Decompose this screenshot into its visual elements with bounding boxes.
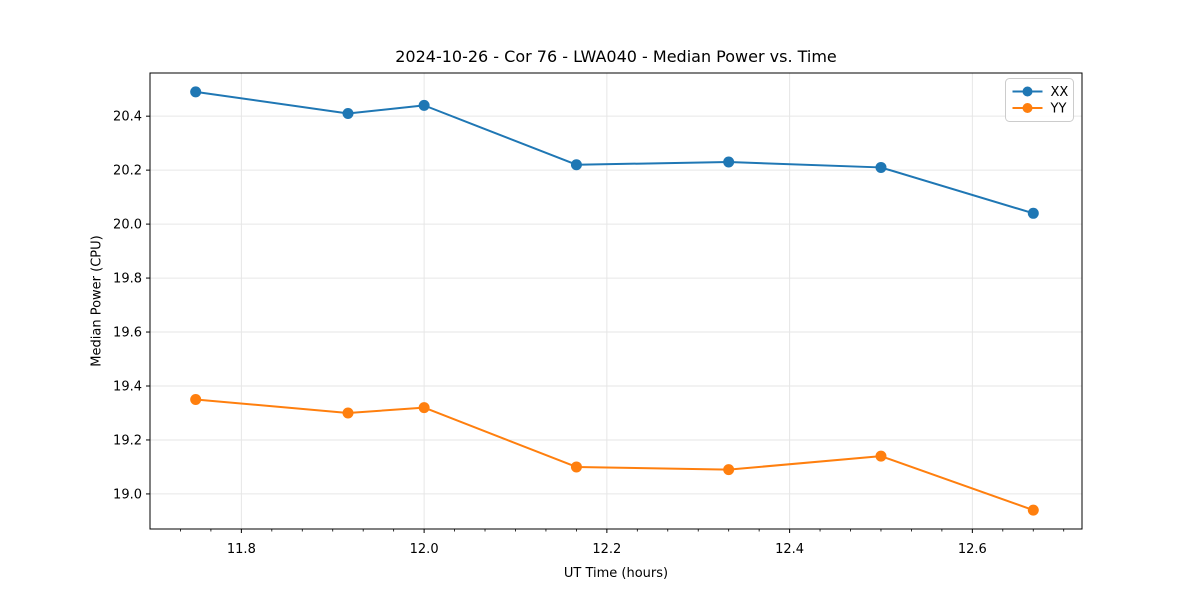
x-tick-label: 12.4 [775,542,804,557]
series-XX [190,86,1039,219]
data-point-XX [342,107,354,119]
data-point-XX [190,86,202,98]
x-tick-label: 12.0 [410,542,439,557]
gridlines [150,73,1082,529]
data-point-YY [1027,504,1039,516]
y-tick-label: 20.4 [113,110,142,125]
data-point-YY [342,407,354,419]
legend-label-YY: YY [1050,102,1067,117]
legend-box [1005,78,1074,122]
y-tick-label: 19.2 [113,433,142,448]
data-point-XX [418,99,430,111]
data-point-YY [570,461,582,473]
x-tick-label: 11.8 [227,542,256,557]
series-YY [190,393,1039,516]
axes-spines [149,72,1083,530]
data-point-YY [723,464,735,476]
data-point-XX [1027,207,1039,219]
data-point-XX [723,156,735,168]
y-tick-label: 19.4 [113,379,142,394]
x-tick-label: 12.2 [592,542,621,557]
data-point-XX [570,159,582,171]
series-line-XX [194,90,1035,215]
y-axis-ticks: 19.0 19.2 19.4 19.6 19.8 20.0 20.2 20.4 [113,110,150,502]
legend-marker-YY [1022,103,1033,113]
x-tick-label: 12.6 [958,542,987,557]
y-tick-label: 19.8 [113,272,142,287]
data-point-YY [875,450,887,462]
legend-marker-XX [1022,86,1033,97]
chart-title: 2024-10-26 - Cor 76 - LWA040 - Median Po… [395,47,837,66]
x-axis-minor-ticks [180,529,1065,532]
data-point-XX [875,161,887,173]
y-tick-label: 19.6 [113,326,142,341]
data-point-YY [418,402,430,414]
x-axis-ticks: 11.8 12.0 12.2 12.4 12.6 [227,529,987,557]
y-tick-label: 20.0 [113,218,142,233]
y-tick-label: 19.0 [113,487,142,502]
y-tick-label: 20.2 [113,164,142,179]
legend-label-XX: XX [1051,85,1069,100]
legend: XX YY [1005,78,1074,122]
x-axis-label: UT Time (hours) [563,566,669,581]
data-point-YY [190,393,202,405]
